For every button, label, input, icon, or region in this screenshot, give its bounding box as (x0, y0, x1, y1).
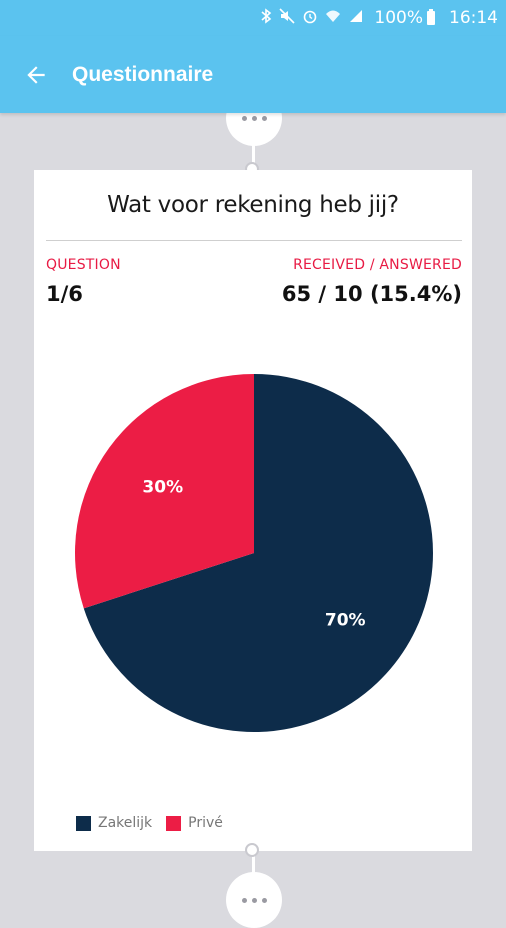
timeline-connector-top (252, 140, 255, 170)
battery-icon (427, 9, 435, 25)
slice-label-zakelijk: 70% (325, 610, 366, 630)
legend-swatch-zakelijk (76, 815, 91, 831)
mute-icon (279, 8, 295, 28)
timeline-ring-bottom (245, 843, 259, 857)
legend-label-zakelijk: Zakelijk (98, 815, 153, 831)
question-title: Wat voor rekening heb jij? (107, 192, 399, 218)
signal-icon (348, 8, 364, 28)
question-card: Wat voor rekening heb jij? QUESTION RECE… (34, 170, 472, 851)
divider (46, 240, 462, 241)
app-bar: Questionnaire (0, 36, 506, 113)
slice-label-priv: 30% (142, 478, 183, 498)
legend-swatch-prive (166, 815, 182, 831)
status-bar: 100% 16:14 (0, 0, 506, 36)
back-button[interactable] (0, 36, 72, 113)
wifi-icon (325, 8, 341, 28)
question-label: QUESTION (46, 257, 121, 273)
status-icons (260, 8, 364, 28)
pie-slice-priv[interactable] (74, 373, 254, 609)
arrow-left-icon (27, 65, 45, 84)
pie-slice-zakelijk[interactable] (83, 374, 434, 732)
legend-label-prive: Privé (188, 815, 223, 831)
clock-time: 16:14 (449, 8, 498, 28)
chart-legend: Zakelijk Privé (76, 815, 229, 831)
page-title: Questionnaire (72, 62, 214, 86)
next-question-node[interactable] (226, 872, 282, 928)
received-answered-value: 65 / 10 (15.4%) (281, 282, 462, 306)
battery-percentage: 100% (374, 8, 423, 28)
legend-item-prive[interactable]: Privé (166, 815, 223, 831)
bluetooth-icon (260, 8, 272, 28)
timeline-connector-bottom (252, 855, 255, 875)
alarm-icon (302, 8, 318, 28)
question-number: 1/6 (46, 282, 83, 306)
legend-item-zakelijk[interactable]: Zakelijk (76, 815, 152, 831)
received-answered-label: RECEIVED / ANSWERED (293, 257, 462, 273)
pie-chart: 70% 30% (74, 373, 434, 732)
